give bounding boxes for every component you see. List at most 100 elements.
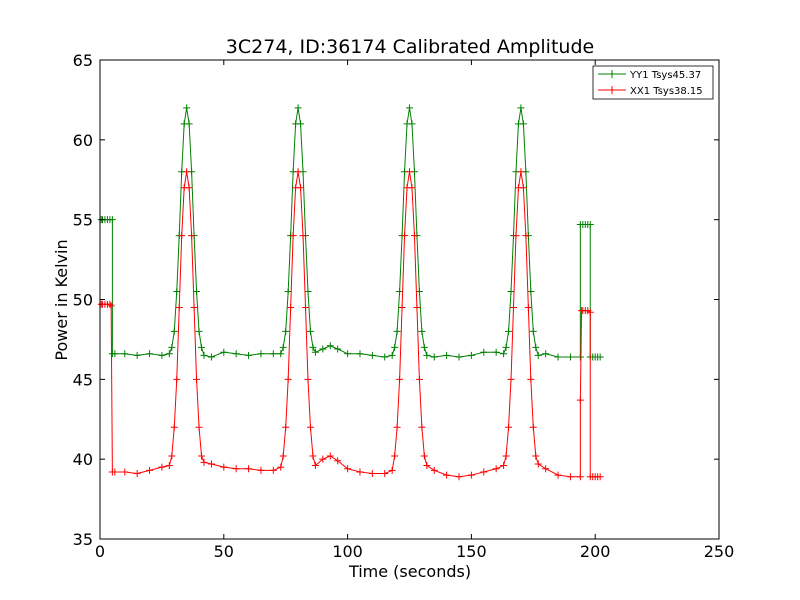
data-point [423, 351, 431, 359]
data-point [381, 353, 389, 361]
data-point [297, 120, 305, 128]
legend-entries: YY1 Tsys45.37 XX1 Tsys38.15 [598, 70, 703, 97]
data-point [566, 353, 574, 361]
data-point [304, 288, 312, 296]
legend-label: YY1 Tsys45.37 [629, 70, 701, 81]
data-point [396, 288, 404, 296]
data-point [257, 350, 265, 358]
data-point [309, 343, 317, 351]
data-point [282, 423, 290, 431]
data-point [326, 452, 334, 460]
x-tick-label: 150 [456, 542, 487, 561]
data-point [207, 460, 215, 468]
x-tick-label: 50 [214, 542, 234, 561]
data-point [356, 468, 364, 476]
data-point [507, 375, 515, 383]
data-point [527, 375, 535, 383]
data-point [190, 303, 198, 311]
data-point [430, 353, 438, 361]
data-point [413, 303, 421, 311]
data-point [158, 463, 166, 471]
data-point [334, 457, 342, 465]
y-axis-title: Power in Kelvin [52, 239, 71, 360]
legend-label: XX1 Tsys38.15 [630, 86, 703, 97]
data-point [406, 104, 413, 112]
data-point [297, 184, 305, 192]
data-point [344, 350, 352, 358]
y-tick-label: 50 [73, 291, 93, 310]
data-point [505, 327, 513, 335]
data-point [232, 465, 240, 473]
data-point [502, 452, 510, 460]
data-point [269, 350, 277, 358]
data-point [294, 168, 302, 176]
data-point [277, 463, 285, 471]
data-point [306, 327, 314, 335]
data-point [398, 303, 406, 311]
data-point [586, 308, 594, 316]
data-point [200, 351, 208, 359]
data-point [133, 351, 141, 359]
data-point [302, 303, 310, 311]
data-point [532, 452, 540, 460]
data-point [344, 465, 352, 473]
data-point [507, 288, 515, 296]
data-point [509, 303, 517, 311]
data-point [505, 423, 513, 431]
data-point [188, 232, 196, 240]
x-tick-label: 200 [580, 542, 611, 561]
data-point [284, 288, 292, 296]
data-point [576, 353, 584, 361]
data-point [529, 423, 537, 431]
data-point [279, 452, 287, 460]
data-point [198, 343, 206, 351]
data-point [168, 343, 176, 351]
data-point [287, 303, 295, 311]
data-point [408, 120, 416, 128]
data-point [524, 303, 532, 311]
legend: YY1 Tsys45.37 XX1 Tsys38.15 [592, 65, 714, 100]
y-tick-label: 45 [73, 370, 93, 389]
data-point [269, 466, 277, 474]
data-point [519, 120, 527, 128]
x-axis-title: Time (seconds) [348, 562, 471, 581]
data-point [542, 465, 550, 473]
data-point [455, 473, 463, 481]
data-point [319, 455, 327, 463]
data-point [586, 220, 594, 228]
data-point [401, 232, 409, 240]
data-point [193, 288, 201, 296]
data-point [492, 348, 500, 356]
data-point [467, 471, 475, 479]
data-point [168, 452, 176, 460]
x-tick-label: 100 [332, 542, 363, 561]
data-point [183, 168, 191, 176]
data-point [500, 462, 508, 470]
data-point [121, 350, 129, 358]
data-point [388, 466, 396, 474]
data-point [175, 303, 183, 311]
data-point [198, 452, 206, 460]
data-point [207, 353, 215, 361]
data-point [309, 452, 317, 460]
data-point [282, 327, 290, 335]
data-point [415, 288, 423, 296]
data-point [185, 120, 193, 128]
data-point [418, 423, 426, 431]
data-point [534, 351, 542, 359]
data-point [185, 184, 193, 192]
data-point [420, 343, 428, 351]
data-point [106, 300, 114, 308]
data-point [108, 216, 116, 224]
data-point [111, 468, 119, 476]
series-1 [97, 168, 604, 481]
data-point [173, 375, 181, 383]
y-tick-label: 40 [73, 450, 93, 469]
data-point [576, 473, 584, 481]
data-point [455, 353, 463, 361]
data-point [492, 465, 500, 473]
data-point [311, 462, 319, 470]
data-point [368, 470, 376, 478]
data-point [311, 348, 319, 356]
